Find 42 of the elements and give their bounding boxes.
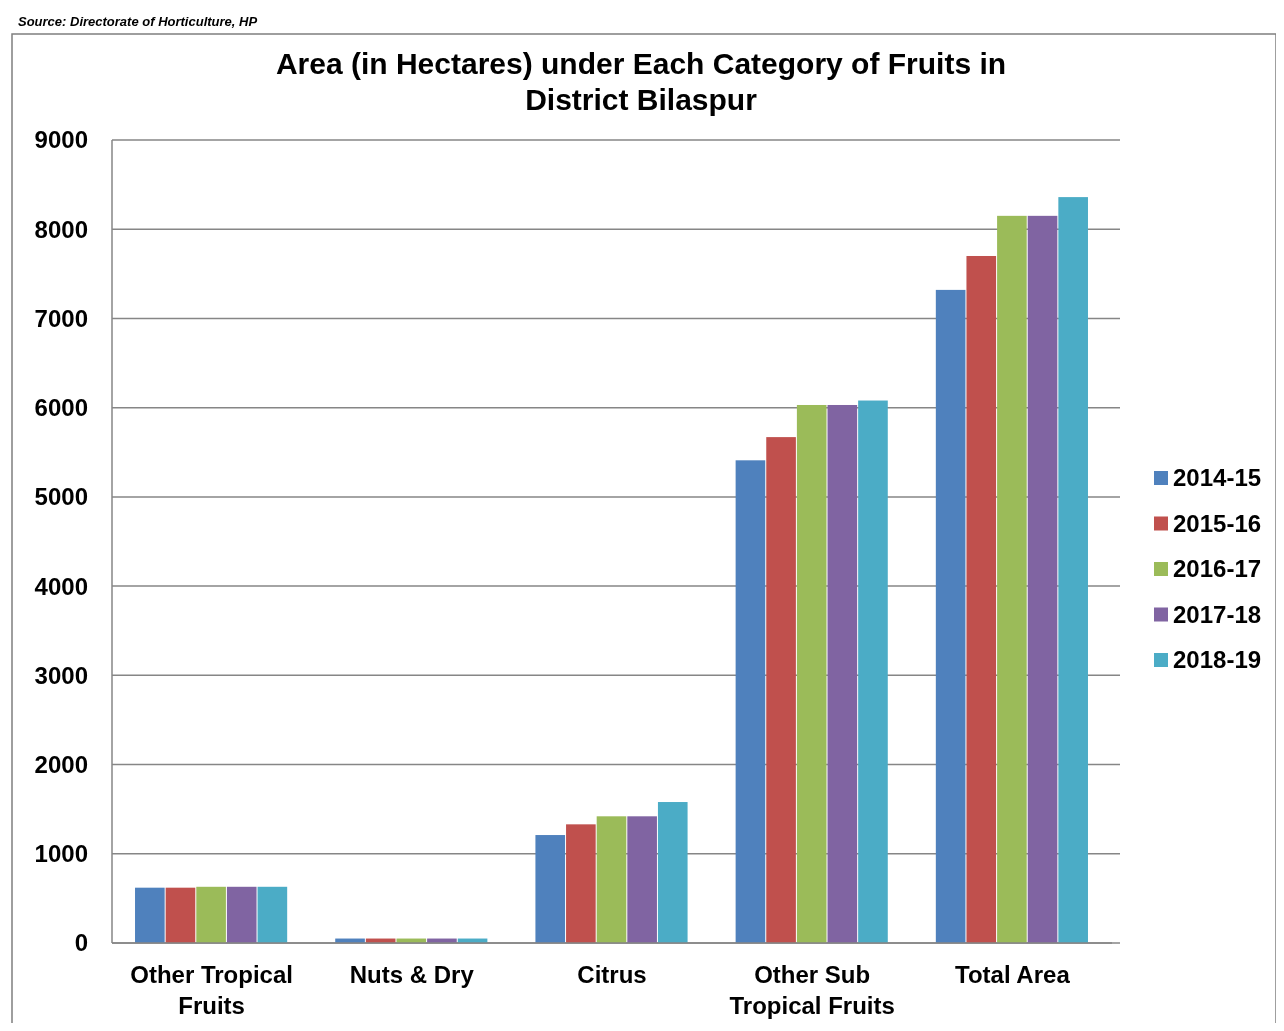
bar (858, 400, 888, 943)
bar (627, 816, 657, 943)
bar (135, 887, 165, 943)
bar (997, 215, 1027, 943)
bar (165, 887, 196, 943)
bar (735, 460, 766, 943)
y-tick-label: 1000 (34, 840, 88, 868)
x-tick-label: Total Area (955, 961, 1071, 988)
x-tick-label: Nuts & Dry (349, 961, 475, 988)
bar (535, 835, 566, 943)
bar (766, 437, 796, 943)
bar (1058, 197, 1088, 943)
bar (1027, 215, 1058, 943)
y-tick-label: 0 (74, 929, 88, 957)
chart-title: Area (in Hectares) under Each Category of Fruits in District Bilaspur (275, 47, 1007, 116)
y-tick-label: 7000 (34, 304, 88, 332)
bar (827, 404, 858, 943)
bar (566, 824, 596, 943)
y-tick-label: 4000 (34, 572, 88, 600)
source-note: Source: Directorate of Horticulture, HP (18, 13, 258, 29)
bar (226, 886, 257, 943)
legend-label: 2014-15 (1173, 464, 1262, 492)
y-tick-label: 8000 (34, 215, 88, 243)
x-tick-label: Other Sub Tropical Fruits (729, 961, 895, 1019)
y-tick-label: 9000 (34, 126, 88, 154)
bar (596, 816, 627, 943)
bar (257, 886, 288, 943)
bar (935, 289, 966, 943)
legend-label: 2015-16 (1173, 509, 1262, 537)
y-tick-label: 6000 (34, 394, 88, 422)
bar (796, 404, 827, 943)
y-tick-label: 5000 (34, 483, 88, 511)
y-tick-label: 3000 (34, 661, 88, 689)
y-tick-label: 2000 (34, 750, 88, 778)
x-tick-label: Citrus (577, 961, 647, 988)
legend-label: 2018-19 (1173, 646, 1262, 674)
bar (196, 886, 226, 943)
x-tick-label: Other Tropical Fruits (130, 961, 293, 1019)
bar (966, 255, 997, 943)
legend-label: 2016-17 (1173, 555, 1262, 583)
legend-label: 2017-18 (1173, 600, 1262, 628)
bar (657, 802, 688, 943)
